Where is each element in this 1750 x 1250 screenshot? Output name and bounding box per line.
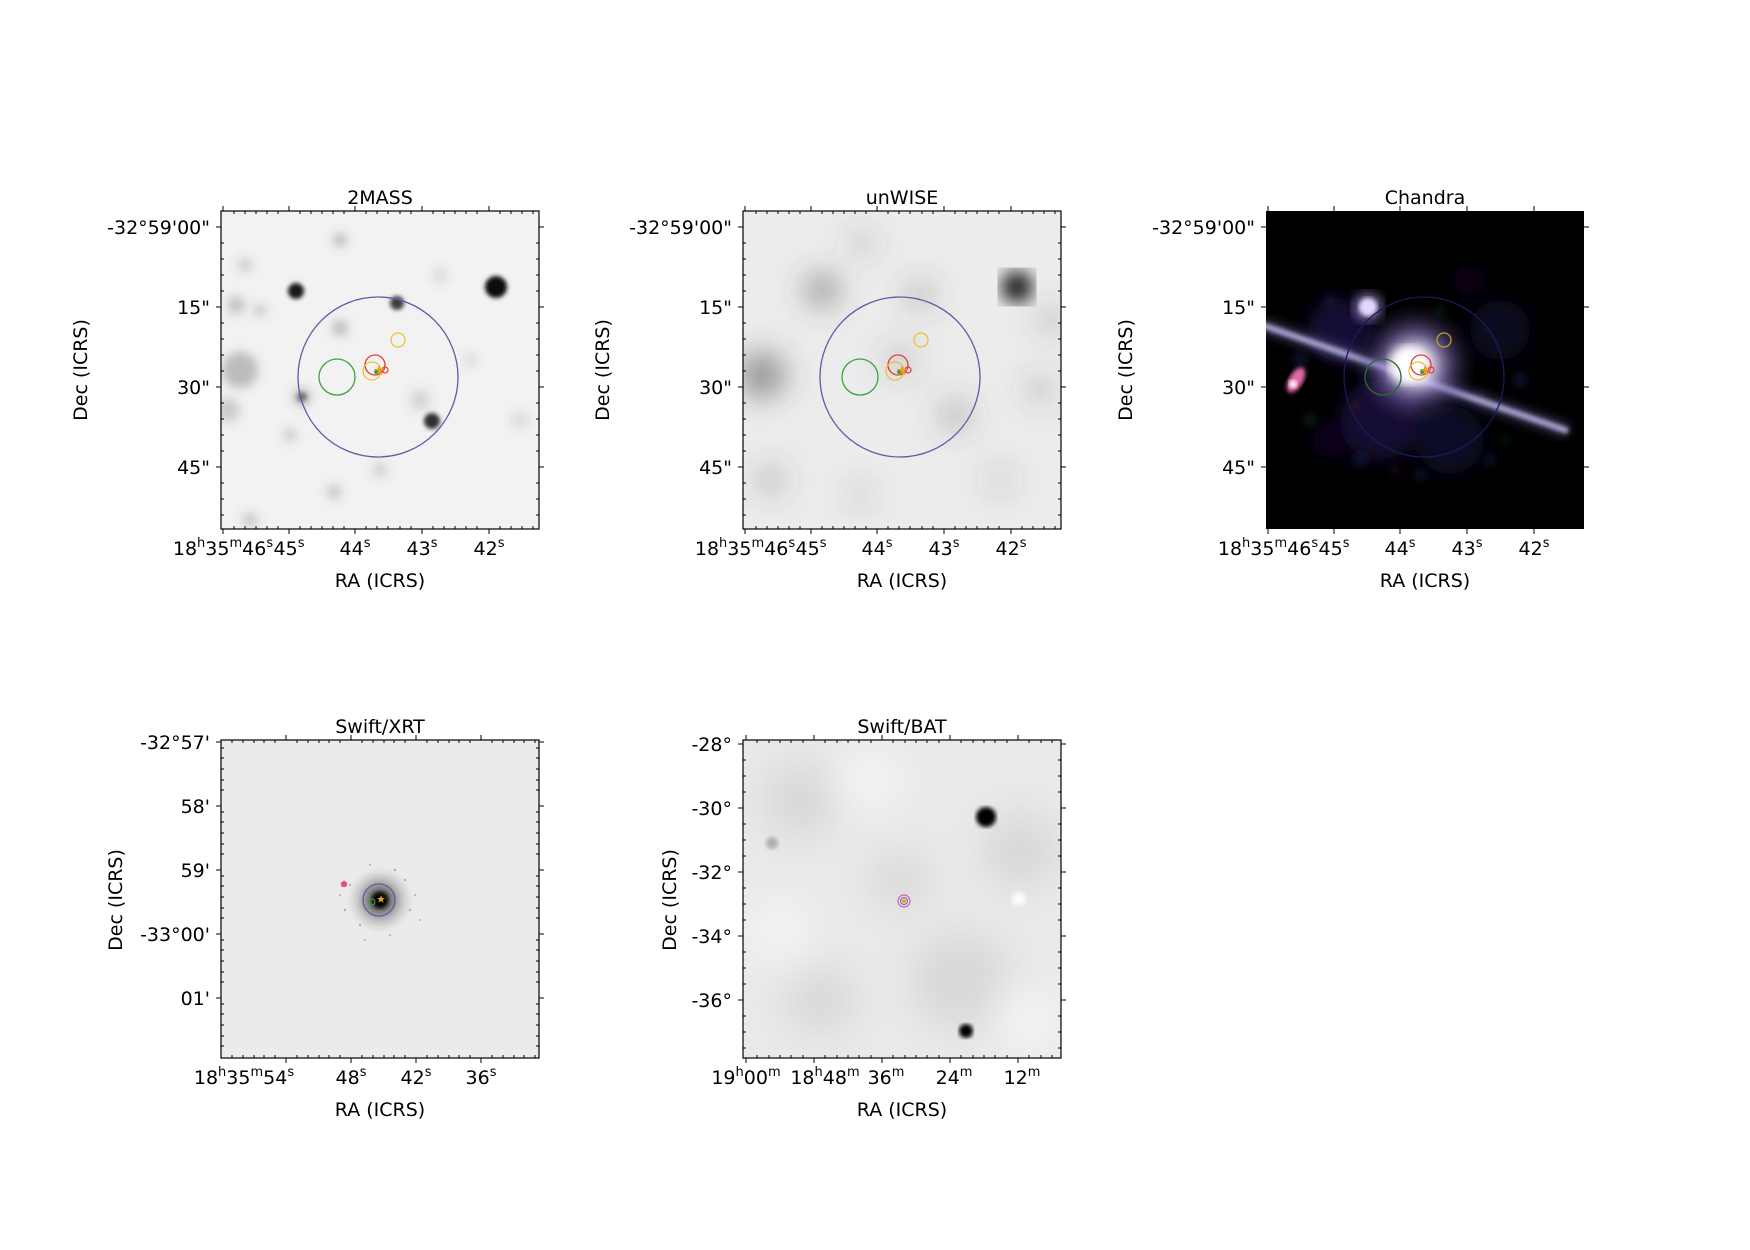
y-tick-label: 45" xyxy=(1222,457,1255,479)
x-tick-label: 44s xyxy=(1385,536,1416,560)
y-tick-label: -32°59'00" xyxy=(629,217,732,239)
x-axis-label: RA (ICRS) xyxy=(335,1099,425,1121)
x-tick-label: 18h35m54s xyxy=(194,1065,294,1089)
y-tick-label: -33°00' xyxy=(140,924,210,946)
image-2mass xyxy=(221,211,539,529)
pink-pentagon-marker xyxy=(340,880,348,887)
x-axis-label: RA (ICRS) xyxy=(857,570,947,592)
y-axis-label: Dec (ICRS) xyxy=(659,849,681,951)
y-tick-label: 58' xyxy=(181,796,210,818)
image-chandra xyxy=(1266,211,1584,529)
x-tick-label: 18h35m46s xyxy=(173,536,273,560)
y-tick-label: -28° xyxy=(691,734,732,756)
panel-unwise: unWISE RA (ICRS) Dec (ICRS) -32°59'00" 1… xyxy=(592,187,1066,592)
y-axis-label: Dec (ICRS) xyxy=(70,319,92,421)
x-tick-label: 42s xyxy=(1519,536,1550,560)
x-axis-label: RA (ICRS) xyxy=(857,1099,947,1121)
panel-title: 2MASS xyxy=(347,187,413,209)
panel-title: Chandra xyxy=(1385,187,1466,209)
y-tick-label: -36° xyxy=(691,990,732,1012)
panel-swift-xrt: Swift/XRT RA (ICRS) Dec (ICRS) -32°57' 5… xyxy=(105,716,544,1121)
x-tick-label: 43s xyxy=(1452,536,1483,560)
x-tick-label: 44s xyxy=(862,536,893,560)
x-tick-label: 18h35m46s xyxy=(695,536,795,560)
y-tick-label: 30" xyxy=(699,377,732,399)
y-tick-label: 30" xyxy=(1222,377,1255,399)
y-tick-label: -30° xyxy=(691,798,732,820)
x-tick-label: 45s xyxy=(1319,536,1350,560)
star-marker xyxy=(373,365,385,376)
x-tick-label: 45s xyxy=(796,536,827,560)
y-tick-label: -32°59'00" xyxy=(1152,217,1255,239)
panel-title: unWISE xyxy=(866,187,939,209)
panel-2mass: 2MASS RA (ICRS) Dec (ICRS) -32°59'00" 15… xyxy=(70,187,544,592)
y-tick-label: 45" xyxy=(177,457,210,479)
error-circle-large xyxy=(297,296,459,458)
x-tick-label: 42s xyxy=(474,536,505,560)
yellow-circle-small xyxy=(390,332,406,348)
image-unwise xyxy=(743,211,1061,529)
x-tick-label: 48s xyxy=(336,1065,367,1089)
image-swift-bat xyxy=(743,740,1061,1058)
y-axis-label: Dec (ICRS) xyxy=(592,319,614,421)
y-tick-label: -32°57' xyxy=(140,732,210,754)
y-axis-label: Dec (ICRS) xyxy=(105,849,127,951)
ticks-2mass xyxy=(216,206,544,534)
panel-swift-bat: Swift/BAT RA (ICRS) Dec (ICRS) -28° -30°… xyxy=(659,716,1066,1121)
y-tick-label: 45" xyxy=(699,457,732,479)
y-tick-label: 15" xyxy=(699,297,732,319)
panel-title: Swift/BAT xyxy=(857,716,947,738)
x-tick-label: 43s xyxy=(929,536,960,560)
y-tick-label: -34° xyxy=(691,926,732,948)
x-axis-label: RA (ICRS) xyxy=(335,570,425,592)
green-circle xyxy=(318,358,356,396)
panel-title: Swift/XRT xyxy=(335,716,425,738)
y-tick-label: 15" xyxy=(177,297,210,319)
x-tick-label: 45s xyxy=(274,536,305,560)
y-tick-label: -32°59'00" xyxy=(107,217,210,239)
green-dot xyxy=(374,370,378,374)
x-axis-label: RA (ICRS) xyxy=(1380,570,1470,592)
x-tick-label: 36m xyxy=(868,1065,905,1089)
x-tick-label: 36s xyxy=(466,1065,497,1089)
image-swift-xrt xyxy=(221,740,539,1058)
x-tick-label: 44s xyxy=(340,536,371,560)
y-tick-label: -32° xyxy=(691,862,732,884)
x-tick-label: 19h00m xyxy=(711,1065,780,1089)
x-tick-label: 24m xyxy=(936,1065,973,1089)
x-tick-label: 42s xyxy=(401,1065,432,1089)
x-tick-label: 42s xyxy=(996,536,1027,560)
axes-frame-2mass xyxy=(220,210,540,530)
x-tick-label: 18h35m46s xyxy=(1218,536,1318,560)
y-tick-label: 30" xyxy=(177,377,210,399)
x-tick-label: 12m xyxy=(1004,1065,1041,1089)
x-tick-label: 43s xyxy=(407,536,438,560)
y-tick-label: 59' xyxy=(181,860,210,882)
y-axis-label: Dec (ICRS) xyxy=(1115,319,1137,421)
panel-chandra: Chandra RA (ICRS) Dec (ICRS) -32°59'00" … xyxy=(1115,187,1589,592)
y-tick-label: 15" xyxy=(1222,297,1255,319)
x-tick-label: 18h48m xyxy=(790,1065,859,1089)
y-tick-label: 01' xyxy=(181,988,210,1010)
